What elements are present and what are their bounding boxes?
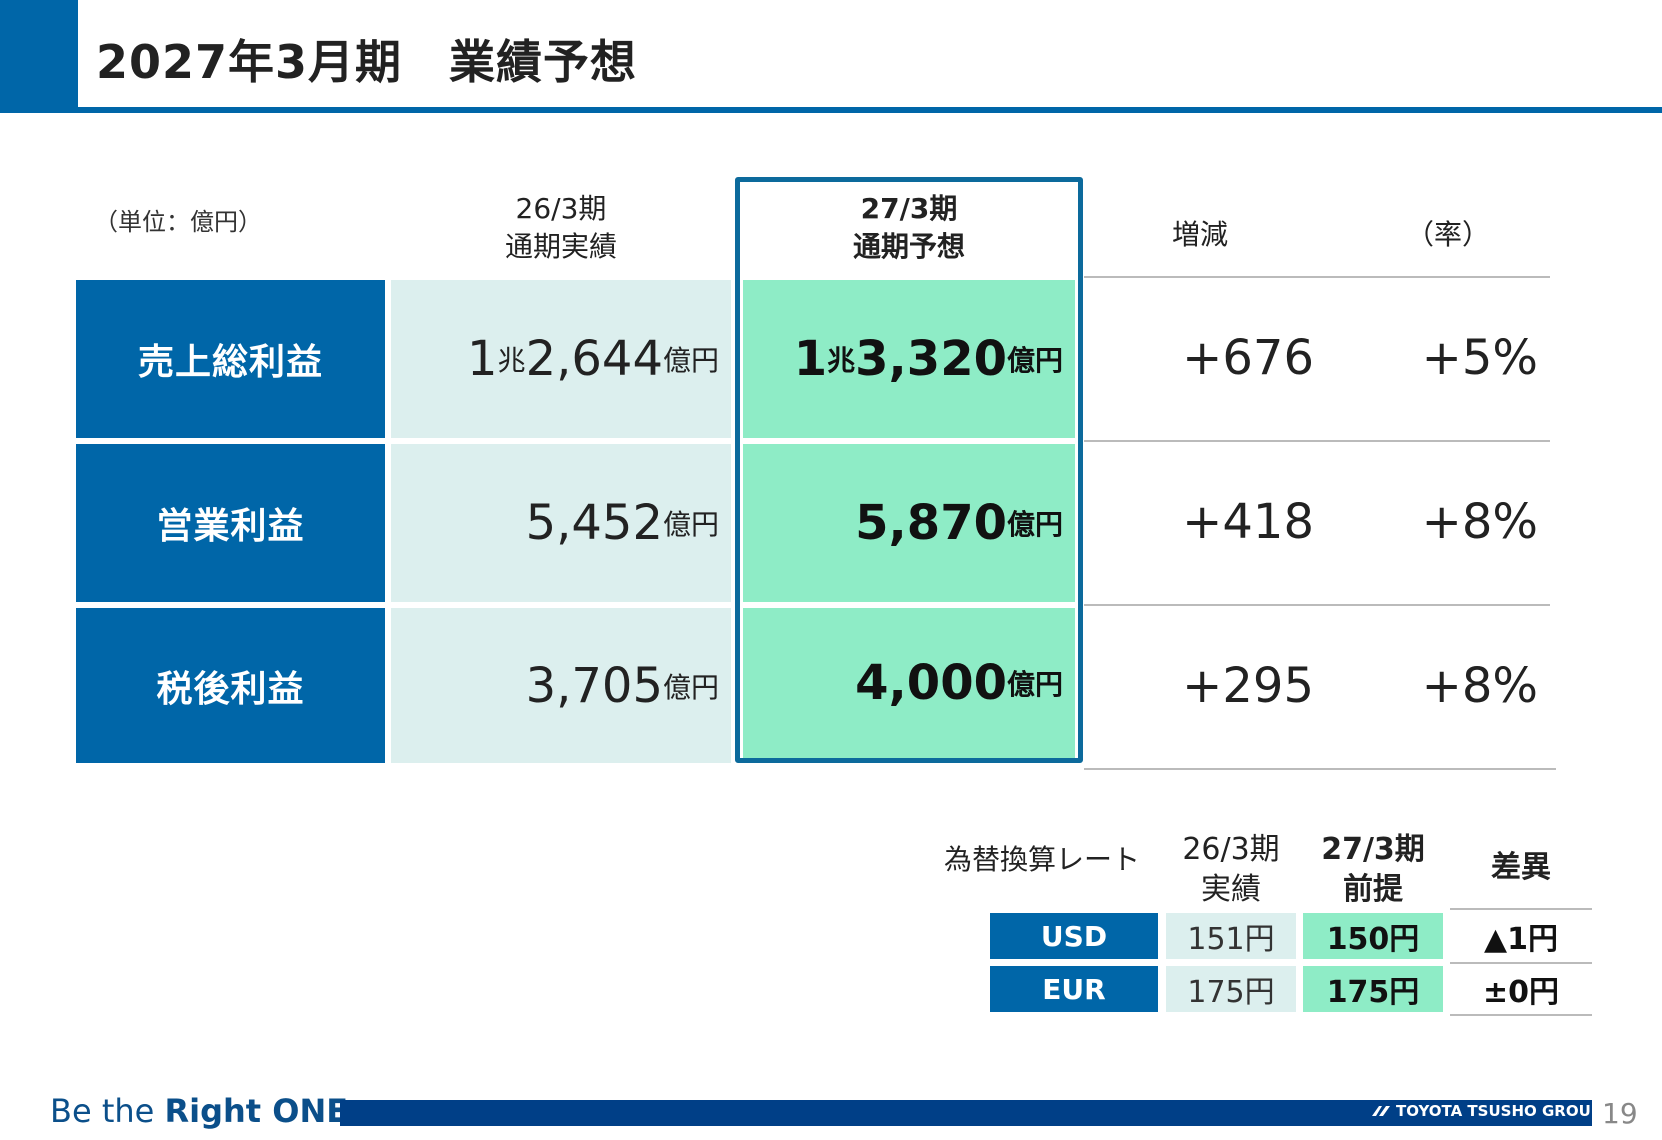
group-logo: TOYOTA TSUSHO GROUP bbox=[1370, 1102, 1602, 1120]
value-number: 5,452 bbox=[525, 495, 663, 551]
rule-row-2 bbox=[1084, 604, 1550, 606]
slogan: Be the Right ONE bbox=[50, 1092, 348, 1130]
page-number: 19 bbox=[1602, 1097, 1638, 1130]
value-unit: 億円 bbox=[1006, 508, 1063, 541]
value-part: 1 bbox=[793, 331, 828, 387]
title-underline bbox=[0, 107, 1662, 113]
cell-forecast-operating-profit: 5,870 億円 bbox=[743, 444, 1075, 602]
group-name: TOYOTA TSUSHO GROUP bbox=[1396, 1102, 1602, 1120]
row-label-gross-profit: 売上総利益 bbox=[76, 280, 385, 438]
fx-head-diff: 差異 bbox=[1491, 850, 1551, 885]
value-part: 1 bbox=[467, 331, 498, 387]
col-head-actual-line1: 26/3期 bbox=[515, 192, 607, 225]
fx-diff-usd: ▲1円 bbox=[1484, 922, 1558, 957]
fx-head-forecast-line2: 前提 bbox=[1343, 872, 1403, 907]
value-unit: 億円 bbox=[662, 670, 719, 704]
value-unit: 億円 bbox=[662, 344, 719, 377]
fx-head-forecast: 27/3期 前提 bbox=[1303, 830, 1443, 910]
fx-rule-row-1 bbox=[1450, 962, 1592, 964]
fx-head-actual-line2: 実績 bbox=[1201, 872, 1261, 907]
title-accent-bar bbox=[0, 0, 78, 113]
fx-currency-usd: USD bbox=[990, 913, 1158, 959]
cell-diff-operating-profit: +418 bbox=[1182, 494, 1314, 550]
rule-row-3 bbox=[1084, 768, 1556, 770]
fx-forecast-usd: 150円 bbox=[1303, 913, 1443, 959]
col-head-diff: 増減 bbox=[1172, 218, 1229, 251]
cell-rate-gross-profit: +5% bbox=[1421, 330, 1538, 386]
fx-forecast-eur: 175円 bbox=[1303, 966, 1443, 1012]
fx-head-actual-line1: 26/3期 bbox=[1182, 832, 1280, 867]
slogan-pre: Be the bbox=[50, 1092, 165, 1130]
value-number: 5,870 bbox=[855, 495, 1007, 551]
col-head-rate: （率） bbox=[1406, 218, 1491, 251]
col-head-forecast-line1: 27/3期 bbox=[860, 192, 958, 225]
value-unit-cho: 兆 bbox=[497, 344, 526, 377]
value-number: 2,644 bbox=[525, 331, 663, 387]
col-head-actual-line2: 通期実績 bbox=[504, 230, 617, 263]
fx-rule-row-2 bbox=[1450, 1014, 1592, 1016]
slogan-bold: Right ONE bbox=[164, 1092, 349, 1130]
col-head-actual: 26/3期 通期実績 bbox=[391, 190, 731, 266]
value-number: 3,705 bbox=[525, 657, 663, 714]
forecast-column-frame bbox=[735, 177, 1083, 763]
value-unit: 億円 bbox=[1006, 668, 1063, 701]
rule-row-1 bbox=[1084, 440, 1550, 442]
cell-actual-gross-profit: 1 兆 2,644 億円 bbox=[391, 280, 731, 438]
fx-head-forecast-line1: 27/3期 bbox=[1321, 832, 1425, 867]
unit-label: （単位：億円） bbox=[94, 208, 262, 236]
value-number: 3,320 bbox=[855, 331, 1007, 387]
cell-actual-operating-profit: 5,452 億円 bbox=[391, 444, 731, 602]
cell-actual-net-profit: 3,705 億円 bbox=[391, 608, 731, 763]
fx-actual-eur: 175円 bbox=[1166, 966, 1296, 1012]
value-unit: 億円 bbox=[662, 508, 719, 541]
value-unit: 億円 bbox=[1006, 344, 1063, 377]
cell-diff-gross-profit: +676 bbox=[1182, 330, 1314, 386]
col-head-forecast-line2: 通期予想 bbox=[852, 230, 965, 263]
cell-forecast-net-profit: 4,000 億円 bbox=[743, 608, 1075, 758]
fx-head-actual: 26/3期 実績 bbox=[1166, 830, 1296, 910]
fx-rule-header bbox=[1450, 908, 1592, 910]
fx-diff-eur: ±0円 bbox=[1482, 975, 1559, 1010]
value-unit-cho: 兆 bbox=[827, 344, 856, 377]
fx-actual-usd: 151円 bbox=[1166, 913, 1296, 959]
cell-diff-net-profit: +295 bbox=[1182, 658, 1314, 714]
toyota-tsusho-logo-icon bbox=[1372, 1106, 1390, 1116]
row-label-net-profit: 税後利益 bbox=[76, 608, 385, 763]
row-label-operating-profit: 営業利益 bbox=[76, 444, 385, 602]
fx-currency-eur: EUR bbox=[990, 966, 1158, 1012]
fx-title: 為替換算レート bbox=[944, 843, 1141, 876]
forecast-head-background bbox=[740, 182, 1078, 278]
rule-header bbox=[1084, 276, 1550, 278]
col-head-forecast: 27/3期 通期予想 bbox=[743, 190, 1075, 266]
cell-forecast-gross-profit: 1 兆 3,320 億円 bbox=[743, 280, 1075, 438]
page-title: 2027年3月期 業績予想 bbox=[96, 35, 638, 89]
cell-rate-operating-profit: +8% bbox=[1421, 494, 1538, 550]
value-number: 4,000 bbox=[855, 655, 1007, 711]
cell-rate-net-profit: +8% bbox=[1421, 658, 1538, 714]
